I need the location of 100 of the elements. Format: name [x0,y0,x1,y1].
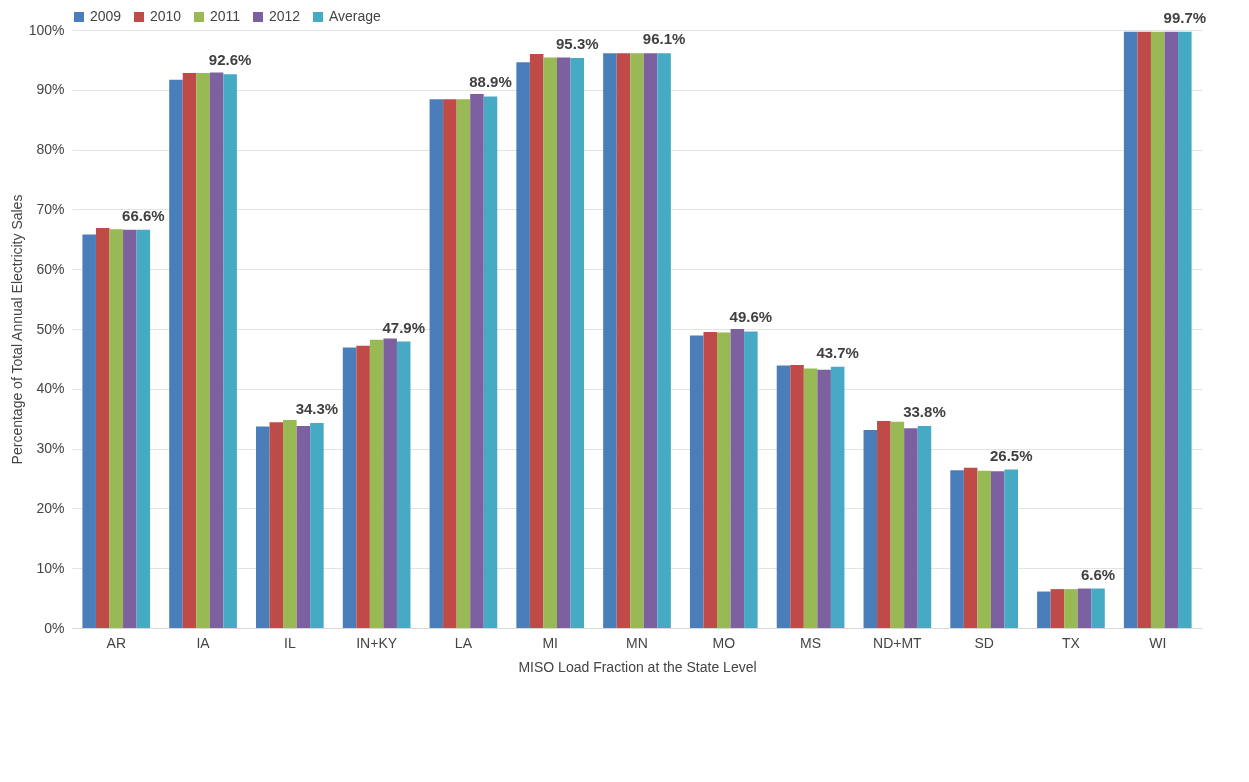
bar [717,332,731,628]
bar [82,234,96,628]
bar [342,347,357,628]
bar [296,425,311,628]
x-tick-label: MI [542,634,558,651]
bar [310,422,324,628]
bar [95,227,110,628]
y-tick-label: 0% [44,619,65,636]
y-axis-title: Percentage of Total Annual Electricity Sales [8,194,25,465]
data-label: 47.9% [382,318,425,336]
data-label: 26.5% [989,446,1033,464]
legend-label: 2011 [210,8,241,24]
bar [863,430,878,628]
bar [1137,31,1151,628]
bar [223,74,237,628]
x-tick-label: ND+MT [873,634,923,651]
bar [383,338,397,628]
bar [817,369,831,628]
x-tick-label: TX [1062,634,1081,651]
bar [1064,589,1078,628]
data-label: 34.3% [295,399,339,417]
bar [123,229,137,628]
bar [689,335,704,628]
bar [803,368,818,628]
bar [890,421,905,628]
y-tick-label: 20% [36,499,65,516]
bar [630,53,644,628]
bar [703,331,718,628]
bar [456,99,471,628]
x-axis-title: MISO Load Fraction at the State Level [518,658,757,675]
bar [1178,31,1192,628]
data-label: 66.6% [122,206,165,224]
bar [109,229,124,628]
data-label: 95.3% [556,35,599,53]
bar [776,365,791,628]
bar [136,229,151,628]
bar [396,341,411,628]
bar [483,96,498,628]
bar [1050,589,1065,628]
data-label: 92.6% [208,51,252,69]
data-label: 88.9% [469,73,512,91]
data-label: 49.6% [729,308,773,326]
bar [196,73,210,628]
bar [790,364,804,628]
x-tick-label: MN [626,634,648,651]
bar [657,53,671,628]
data-label: 99.7% [1163,8,1207,26]
bar [182,73,197,628]
x-tick-label: MO [712,634,736,651]
bar [1004,469,1019,628]
bar [470,93,484,628]
bar [169,79,183,628]
x-tick-label: IA [196,634,211,651]
y-tick-label: 60% [36,260,65,277]
bar [977,470,991,628]
bar [209,72,224,628]
x-tick-label: WI [1149,634,1167,651]
bar [950,470,964,628]
y-tick-label: 50% [36,320,65,337]
bar [744,331,758,628]
y-tick-label: 90% [36,81,65,98]
bar [830,366,845,628]
bar [443,99,457,628]
bar [543,57,557,628]
bar [963,467,978,628]
y-tick-label: 70% [36,200,65,217]
bar [1123,31,1138,628]
bar [1077,588,1092,628]
legend-label: Average [329,8,382,24]
bar [529,53,544,628]
x-tick-label: IL [284,634,296,651]
legend-label: 2010 [150,8,182,24]
bar [556,57,571,628]
data-label: 33.8% [903,402,946,420]
legend-label: 2012 [269,8,301,24]
bar [356,345,370,628]
bar [1091,588,1105,628]
data-label: 96.1% [642,30,686,48]
bar [917,425,932,628]
bar [369,339,384,628]
bar [643,53,658,628]
bar [603,53,617,628]
x-tick-label: SD [974,634,994,651]
x-tick-label: MS [800,634,822,651]
bar [730,329,745,628]
bar [1150,31,1165,628]
y-tick-label: 40% [36,380,65,397]
bar [1037,591,1051,628]
y-tick-label: 10% [36,559,65,576]
x-tick-label: IN+KY [356,634,398,651]
y-tick-label: 80% [36,141,65,158]
bar [1164,31,1179,628]
x-tick-label: LA [454,634,473,651]
bar [429,99,444,628]
legend-label: 2009 [90,8,122,24]
bar [283,419,297,628]
data-label: 43.7% [816,343,859,361]
bar [516,62,530,628]
bar [269,422,284,628]
bar [877,421,891,628]
